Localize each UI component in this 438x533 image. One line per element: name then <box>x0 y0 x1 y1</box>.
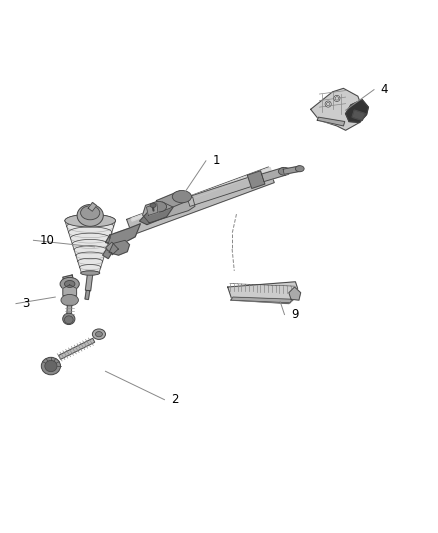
Polygon shape <box>67 303 72 319</box>
Ellipse shape <box>64 280 75 287</box>
Polygon shape <box>317 117 345 126</box>
Ellipse shape <box>63 313 75 325</box>
Ellipse shape <box>172 190 191 203</box>
Polygon shape <box>88 203 97 212</box>
Polygon shape <box>109 240 130 255</box>
Polygon shape <box>283 166 300 174</box>
Polygon shape <box>147 204 158 215</box>
Polygon shape <box>59 338 95 359</box>
Text: 2: 2 <box>171 393 178 406</box>
Polygon shape <box>85 273 93 291</box>
Polygon shape <box>311 88 363 130</box>
Ellipse shape <box>150 203 156 207</box>
Ellipse shape <box>326 102 330 106</box>
Polygon shape <box>156 191 184 212</box>
Polygon shape <box>352 110 365 120</box>
Polygon shape <box>231 297 292 303</box>
Polygon shape <box>85 290 90 300</box>
Polygon shape <box>346 100 368 123</box>
Polygon shape <box>247 171 265 189</box>
Polygon shape <box>127 167 274 235</box>
Ellipse shape <box>45 360 57 372</box>
Ellipse shape <box>60 277 79 290</box>
Ellipse shape <box>279 167 290 175</box>
Polygon shape <box>106 224 141 246</box>
Polygon shape <box>106 242 118 255</box>
Polygon shape <box>187 175 260 206</box>
Ellipse shape <box>64 316 73 324</box>
Ellipse shape <box>334 95 340 101</box>
Ellipse shape <box>92 329 106 340</box>
Ellipse shape <box>151 201 166 212</box>
Polygon shape <box>228 282 297 304</box>
Text: 4: 4 <box>381 83 388 96</box>
Polygon shape <box>63 275 77 296</box>
Ellipse shape <box>41 357 60 375</box>
Ellipse shape <box>325 101 331 107</box>
Polygon shape <box>131 167 271 221</box>
Polygon shape <box>65 221 116 273</box>
Text: 9: 9 <box>291 308 299 321</box>
Text: 3: 3 <box>22 297 30 310</box>
Ellipse shape <box>61 294 78 306</box>
Polygon shape <box>140 202 173 224</box>
Polygon shape <box>289 287 300 300</box>
Ellipse shape <box>81 271 100 275</box>
Ellipse shape <box>77 205 103 227</box>
Polygon shape <box>143 193 195 223</box>
Ellipse shape <box>295 166 304 172</box>
Text: 1: 1 <box>212 155 220 167</box>
Polygon shape <box>102 249 112 259</box>
Polygon shape <box>63 285 77 299</box>
Ellipse shape <box>95 332 102 337</box>
Ellipse shape <box>65 214 116 227</box>
Ellipse shape <box>81 206 100 220</box>
Text: 10: 10 <box>40 234 55 247</box>
Polygon shape <box>261 167 286 182</box>
Ellipse shape <box>335 96 339 100</box>
